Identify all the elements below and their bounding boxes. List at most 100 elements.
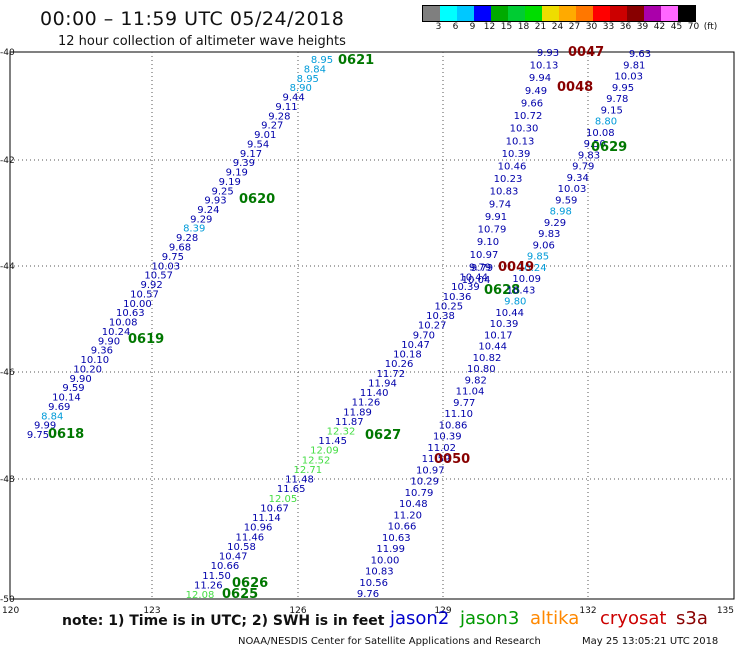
wave-height-value: 9.70 <box>413 330 435 341</box>
wave-height-value: 9.85 <box>527 252 549 263</box>
color-scale-label: 39 <box>636 22 649 32</box>
wave-height-value: 9.74 <box>489 199 511 210</box>
color-scale-label: (ft) <box>703 22 718 32</box>
wave-height-value: 10.39 <box>502 149 531 160</box>
color-scale-label: 30 <box>585 22 598 32</box>
wave-height-value: 10.03 <box>558 184 587 195</box>
wave-height-value: 9.83 <box>578 150 600 161</box>
wave-height-value: 10.58 <box>227 542 256 553</box>
color-swatch <box>644 6 661 21</box>
wave-height-value: 8.39 <box>183 224 205 235</box>
wave-height-value: 9.75 <box>27 430 49 441</box>
wave-height-value: 11.65 <box>277 484 306 495</box>
wave-height-value: 10.24 <box>518 263 547 274</box>
pass-time-label: 0047 <box>568 45 604 60</box>
wave-height-value: 10.66 <box>388 522 417 533</box>
pass-time-label: 0618 <box>48 427 84 442</box>
wave-height-value: 10.10 <box>80 355 109 366</box>
x-tick-label: 129 <box>434 606 451 616</box>
wave-height-value: 11.26 <box>352 398 381 409</box>
wave-height-value: 9.15 <box>601 105 623 116</box>
wave-height-value: 10.86 <box>439 420 468 431</box>
wave-height-value: 10.38 <box>426 311 455 322</box>
color-swatch <box>508 6 525 21</box>
x-tick-label: 123 <box>143 606 160 616</box>
wave-height-value: 9.79 <box>572 162 594 173</box>
wave-height-value: 10.63 <box>116 308 145 319</box>
wave-height-value: 9.36 <box>91 346 113 357</box>
wave-height-value: 9.91 <box>485 212 507 223</box>
y-tick-label: -44 <box>0 262 15 272</box>
note-text: note: 1) Time is in UTC; 2) SWH is in fe… <box>62 613 385 629</box>
wave-height-value: 9.25 <box>211 186 233 197</box>
wave-height-value: 8.80 <box>595 117 617 128</box>
color-swatch <box>457 6 474 21</box>
wave-height-value: 10.83 <box>490 187 519 198</box>
color-swatch <box>576 6 593 21</box>
wave-height-value: 10.43 <box>507 285 536 296</box>
wave-height-value: 9.95 <box>612 83 634 94</box>
wave-height-value: 9.75 <box>162 252 184 263</box>
wave-height-value: 9.59 <box>555 195 577 206</box>
pass-time-label: 0625 <box>222 587 258 602</box>
wave-height-value: 10.36 <box>443 292 472 303</box>
color-swatch <box>559 6 576 21</box>
color-scale-label: 6 <box>452 22 459 32</box>
wave-height-value: 9.06 <box>533 240 555 251</box>
wave-height-value: 8.95 <box>311 55 333 66</box>
wave-height-value: 10.44 <box>478 342 507 353</box>
wave-height-value: 10.08 <box>109 318 138 329</box>
wave-height-value: 9.93 <box>204 196 226 207</box>
wave-height-value: 10.29 <box>410 477 439 488</box>
color-swatch <box>627 6 644 21</box>
wave-height-value: 9.93 <box>537 48 559 59</box>
wave-height-value: 10.48 <box>399 499 428 510</box>
wave-height-value: 10.04 <box>462 275 491 286</box>
color-scale-label: 42 <box>653 22 666 32</box>
wave-height-value: 10.97 <box>470 250 499 261</box>
wave-height-value: 12.71 <box>293 465 322 476</box>
color-scale-label: 18 <box>517 22 530 32</box>
wave-height-value: 9.19 <box>226 168 248 179</box>
wave-height-value: 9.29 <box>544 218 566 229</box>
wave-height-value: 11.02 <box>427 443 456 454</box>
wave-height-value: 12.08 <box>186 590 215 601</box>
wave-height-value: 9.39 <box>233 158 255 169</box>
wave-height-value: 9.29 <box>190 214 212 225</box>
color-swatch <box>610 6 627 21</box>
wave-height-value: 10.46 <box>498 162 527 173</box>
y-tick-label: -50 <box>0 595 15 605</box>
wave-height-value: 10.56 <box>359 578 388 589</box>
wave-height-value: 9.68 <box>169 243 191 254</box>
color-scale-label: 24 <box>551 22 564 32</box>
plot-frame <box>9 51 735 600</box>
wave-height-value: 9.69 <box>48 402 70 413</box>
color-swatch <box>423 6 440 21</box>
wave-height-value: 10.39 <box>490 319 519 330</box>
wave-height-value: 10.80 <box>467 364 496 375</box>
wave-height-value: 10.24 <box>102 327 131 338</box>
wave-height-value: 10.23 <box>494 174 523 185</box>
wave-height-value: 10.20 <box>73 364 102 375</box>
color-scale-label: 3 <box>435 22 442 32</box>
color-swatch <box>440 6 457 21</box>
wave-height-value: 8.95 <box>297 74 319 85</box>
y-tick-label: -42 <box>0 156 15 166</box>
wave-height-value: 8.84 <box>304 64 326 75</box>
wave-height-value: 9.94 <box>529 73 551 84</box>
wave-height-value: 10.66 <box>211 561 240 572</box>
wave-height-value: 9.80 <box>504 297 526 308</box>
credit-text: NOAA/NESDIS Center for Satellite Applica… <box>238 636 541 647</box>
wave-height-value: 10.44 <box>495 308 524 319</box>
wave-height-value: 9.10 <box>477 237 499 248</box>
wave-height-value: 9.49 <box>525 86 547 97</box>
pass-time-label: 0048 <box>557 80 593 95</box>
wave-height-value: 9.28 <box>268 111 290 122</box>
color-scale-label: 21 <box>534 22 547 32</box>
wave-height-value: 9.81 <box>623 60 645 71</box>
legend-jason2: jason2 <box>390 608 450 629</box>
color-swatch <box>678 6 695 21</box>
wave-height-value: 10.44 <box>459 273 488 284</box>
color-scale-label: 9 <box>469 22 476 32</box>
wave-height-value: 10.83 <box>365 567 394 578</box>
